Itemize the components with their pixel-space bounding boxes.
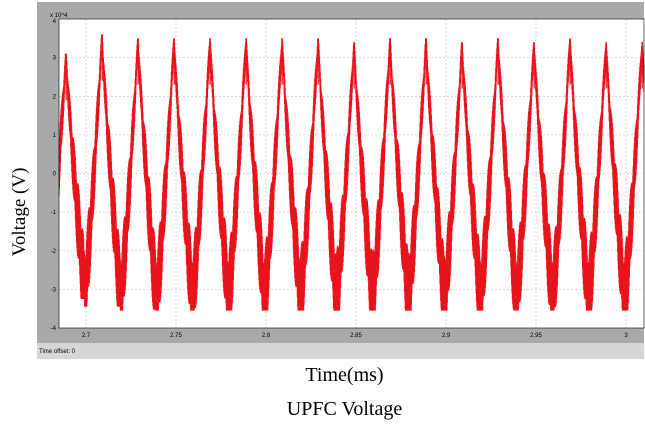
x-tick-label: 2.75 <box>170 333 182 339</box>
y-tick-label: 4 <box>53 19 57 25</box>
status-bar <box>37 343 644 359</box>
x-axis-label: Time(ms) <box>305 364 384 386</box>
y-tick-label: -2 <box>51 249 57 255</box>
y-axis-label: Voltage (V) <box>9 167 30 257</box>
x-tick-label: 2.85 <box>350 333 362 339</box>
y-tick-labels: 4 3 2 1 0 -1 -2 -3 -4 <box>51 19 57 332</box>
x-tick-label: 3 <box>624 333 628 339</box>
x-tick-label: 2.95 <box>530 333 542 339</box>
plot-border <box>58 18 645 329</box>
y-tick-label: -4 <box>51 326 57 332</box>
x-tick-label: 2.8 <box>262 333 271 339</box>
y-tick-label: -1 <box>51 210 57 216</box>
y-multiplier: x 10^4 <box>50 13 68 19</box>
time-offset-label: Time offset: 0 <box>39 349 76 355</box>
y-tick-label: 0 <box>53 172 57 178</box>
voltage-series <box>58 34 645 311</box>
x-tick-label: 2.9 <box>442 333 451 339</box>
y-tick-label: 1 <box>53 133 57 139</box>
y-tick-label: 3 <box>53 56 57 62</box>
x-tick-label: 2.7 <box>82 333 91 339</box>
y-tick-label: 2 <box>53 94 57 100</box>
x-tick-labels: 2.7 2.75 2.8 2.85 2.9 2.95 3 <box>82 333 629 339</box>
scope-chart: 4 3 2 1 0 -1 -2 -3 -4 2.7 2.75 2.8 2.85 2.9 2.95 3 x 1… <box>37 2 645 359</box>
y-tick-label: -3 <box>51 287 57 293</box>
chart-title: UPFC Voltage <box>286 398 403 420</box>
